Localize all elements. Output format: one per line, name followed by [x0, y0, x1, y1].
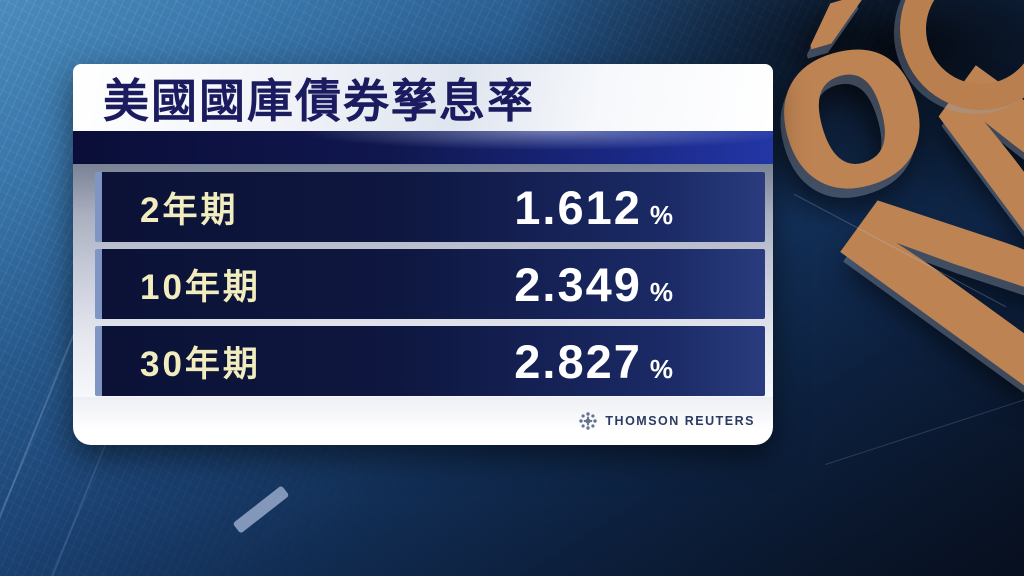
tenor-label: 2年期	[140, 190, 239, 230]
tenor-label: 30年期	[140, 344, 261, 384]
table-row: 2年期 1.612 %	[95, 172, 765, 242]
yield-value: 1.612	[514, 180, 642, 234]
yield-value: 2.827	[514, 334, 642, 388]
page-title: 美國國庫債券孳息率	[103, 74, 535, 127]
title-underline-band	[73, 131, 773, 164]
percent-sign: %	[649, 353, 673, 384]
rows-container: 2年期 1.612 % 10年期 2.349 % 30年期 2.827 %	[73, 164, 773, 397]
source-attribution: THOMSON REUTERS	[73, 397, 773, 445]
tenor-label: 10年期	[140, 267, 261, 307]
yields-panel: 美國國庫債券孳息率 2年期 1.612 % 10年期 2.349 % 30年期	[73, 64, 773, 445]
yield-value: 2.349	[514, 257, 642, 311]
table-row: 30年期 2.827 %	[95, 326, 765, 396]
source-name: THOMSON REUTERS	[605, 414, 755, 428]
percent-sign: %	[649, 199, 673, 230]
yield-value-group: 2.349 %	[452, 261, 673, 308]
yield-value-group: 1.612 %	[452, 184, 673, 231]
yield-value-group: 2.827 %	[452, 338, 673, 385]
panel-title-bar: 美國國庫債券孳息率	[73, 64, 773, 131]
table-row: 10年期 2.349 %	[95, 249, 765, 319]
thomson-reuters-logo-icon	[578, 411, 598, 431]
percent-sign: %	[649, 276, 673, 307]
